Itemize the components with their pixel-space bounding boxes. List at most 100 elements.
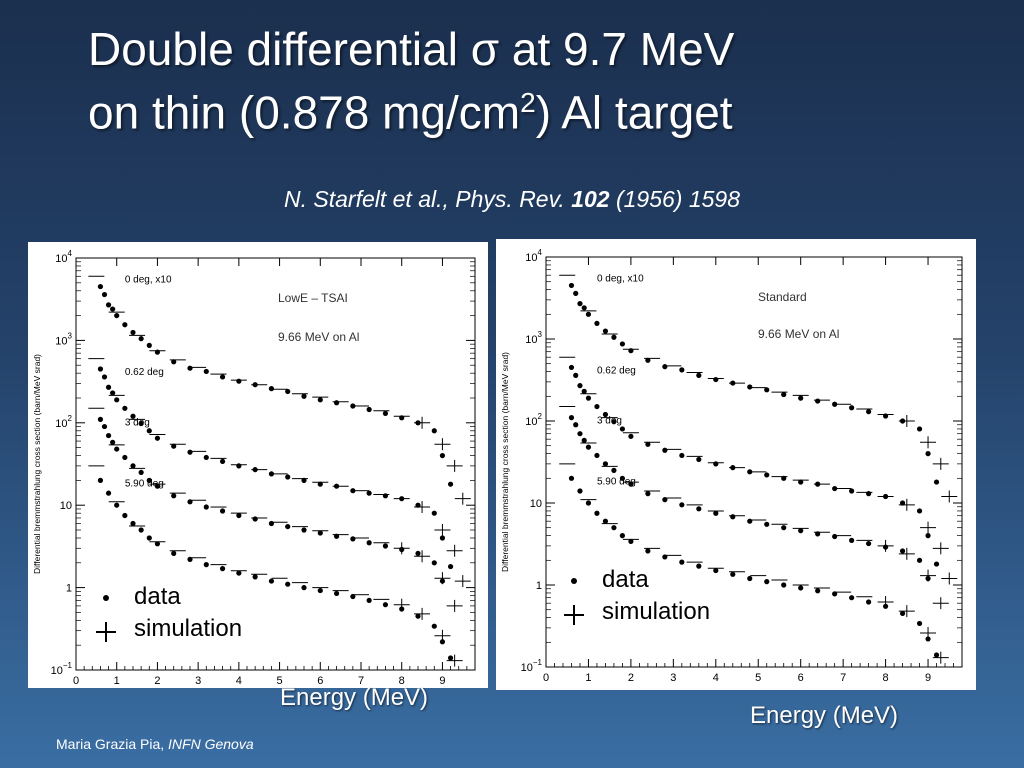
y-tick-base: 10 (55, 418, 67, 430)
data-point (268, 471, 275, 477)
legend-data-label: data (602, 566, 649, 593)
data-point (585, 311, 592, 317)
data-point (882, 493, 889, 500)
data-point (611, 419, 617, 425)
data-point (713, 461, 719, 467)
x-tick-label: 1 (114, 675, 120, 687)
data-point (882, 544, 889, 550)
y-axis-label: Differential bremmstrahlung cross sectio… (500, 352, 510, 572)
y-tick-base: 1 (66, 583, 72, 595)
data-point (764, 472, 770, 478)
data-point (933, 561, 940, 567)
data-point (447, 481, 454, 487)
data-point (285, 581, 291, 587)
data-point (146, 342, 152, 348)
data-point (110, 390, 116, 396)
data-point (866, 540, 872, 547)
data-point (849, 595, 855, 601)
data-point (110, 439, 116, 445)
data-point (781, 475, 787, 481)
y-tick-label: 10−1 (521, 658, 543, 674)
data-point (101, 423, 108, 430)
data-point (815, 398, 821, 404)
data-point (154, 435, 161, 441)
data-point (447, 563, 454, 570)
data-point (611, 334, 617, 340)
data-point (747, 469, 753, 475)
data-point (696, 506, 702, 512)
data-point (611, 525, 617, 531)
data-point (730, 571, 736, 577)
data-point (146, 477, 152, 483)
x-tick-label: 2 (154, 675, 160, 687)
legend-data-symbol (571, 578, 577, 584)
data-point (154, 541, 161, 547)
data-point (747, 518, 753, 524)
title-line-1: Double differential σ at 9.7 MeV (88, 23, 735, 75)
y-tick-exponent: 4 (68, 249, 73, 258)
title-line-2-pre: on thin (0.878 mg/cm (88, 86, 521, 139)
data-point (933, 652, 940, 658)
data-point (130, 463, 136, 469)
data-point (285, 523, 291, 530)
data-point (594, 320, 600, 326)
x-tick-label: 3 (670, 672, 676, 684)
data-point (114, 397, 120, 403)
y-tick-exponent: −1 (63, 661, 73, 670)
x-tick-label: 6 (798, 672, 804, 684)
y-tick-base: 10 (55, 335, 67, 347)
data-point (899, 548, 906, 554)
footer: Maria Grazia Pia, INFN Genova (56, 736, 254, 752)
data-point (798, 585, 804, 591)
data-point (577, 488, 583, 494)
data-point (628, 481, 634, 487)
title-line-2-post: ) Al target (535, 86, 733, 139)
data-point (366, 540, 372, 546)
data-point (154, 349, 161, 355)
data-point (585, 444, 592, 450)
footer-organization: INFN Genova (168, 736, 254, 752)
data-point (781, 391, 787, 398)
data-point (815, 588, 821, 594)
data-point (187, 556, 193, 562)
data-point (679, 559, 685, 565)
data-point (577, 431, 583, 437)
data-point (268, 386, 275, 392)
data-point (866, 491, 872, 497)
y-tick-label: 10 (60, 500, 72, 512)
y-tick-label: 104 (55, 249, 72, 265)
y-tick-exponent: 2 (538, 412, 543, 421)
data-point (849, 537, 855, 543)
data-point (619, 341, 626, 347)
data-point (399, 415, 405, 421)
data-point (219, 566, 226, 572)
data-point (645, 491, 651, 497)
y-tick-label: 102 (55, 414, 72, 430)
plot-frame (545, 256, 963, 668)
data-point (130, 329, 136, 336)
x-tick-label: 9 (925, 672, 931, 684)
citation-authors: N. Starfelt et al., Phys. Rev. (284, 186, 572, 212)
data-point (899, 418, 906, 424)
data-point (679, 367, 685, 373)
y-tick-label: 10 (530, 498, 542, 510)
x-tick-label: 6 (317, 675, 323, 687)
data-point (747, 575, 753, 582)
data-point (252, 574, 258, 580)
data-point (415, 420, 421, 426)
data-point (447, 655, 454, 661)
data-point (662, 554, 668, 560)
data-point (130, 413, 136, 419)
data-point (439, 578, 446, 584)
x-tick-label: 8 (883, 672, 889, 684)
data-point (333, 483, 340, 489)
data-point (581, 437, 587, 443)
data-point (602, 411, 609, 418)
data-point (916, 508, 923, 514)
data-point (366, 406, 372, 413)
data-point (764, 579, 770, 585)
data-point (619, 426, 626, 432)
data-point (696, 456, 702, 463)
data-point (798, 395, 804, 401)
